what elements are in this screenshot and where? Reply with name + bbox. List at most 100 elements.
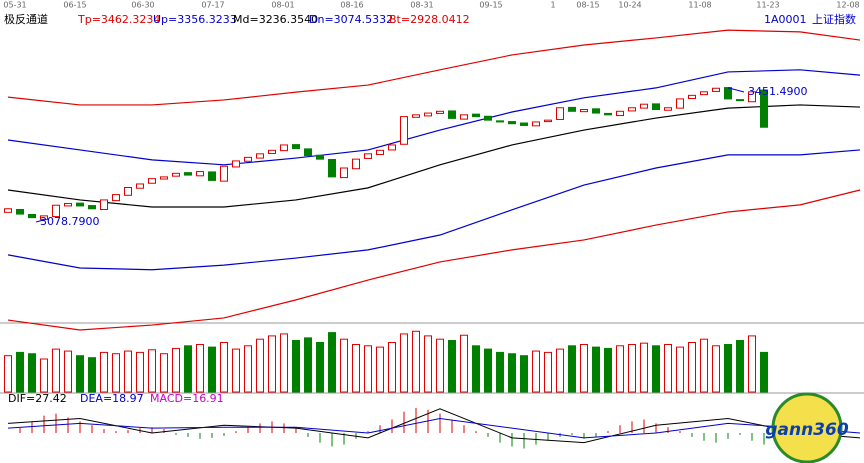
volume-bar xyxy=(556,348,564,393)
volume-bar xyxy=(40,358,48,393)
symbol-name: 上证指数 xyxy=(812,12,856,26)
logo: gann360 xyxy=(765,392,849,463)
chart-title: 极反通道 xyxy=(4,12,48,26)
candle xyxy=(688,94,696,100)
candle xyxy=(244,156,252,162)
legend-entry: Up=3356.3233 xyxy=(153,13,237,26)
candle xyxy=(4,208,12,213)
candle xyxy=(316,154,324,160)
volume-bar xyxy=(724,343,732,393)
x-tick-label: 08-15 xyxy=(576,1,599,10)
candle xyxy=(604,112,612,116)
candle xyxy=(232,160,240,168)
volume-bar xyxy=(664,343,672,393)
candle xyxy=(460,114,468,120)
candle xyxy=(664,107,672,111)
volume-bar xyxy=(292,340,300,393)
volume-bar xyxy=(496,351,504,393)
volume-bar xyxy=(244,345,252,393)
legend-entry: Dn=3074.5332 xyxy=(309,13,393,26)
volume-bar xyxy=(268,335,276,393)
volume-bar xyxy=(364,345,372,393)
candle xyxy=(100,199,108,210)
candle xyxy=(160,176,168,180)
candle xyxy=(736,99,744,102)
x-tick-label: 08-16 xyxy=(340,1,363,10)
volume-bar xyxy=(112,353,120,393)
x-tick-label: 09-15 xyxy=(479,1,502,10)
candle xyxy=(412,114,420,118)
annotation-line xyxy=(727,87,745,93)
candle xyxy=(184,172,192,176)
candle xyxy=(292,144,300,150)
volume-bar xyxy=(172,347,180,393)
volume-bar xyxy=(700,338,708,393)
volume-bar xyxy=(568,345,576,393)
volume-bar xyxy=(316,342,324,393)
volume-bar xyxy=(376,346,384,393)
volume-bar xyxy=(436,338,444,393)
volume-bar xyxy=(736,340,744,393)
legend-entry: MACD=16.91 xyxy=(150,392,224,405)
candle xyxy=(568,106,576,112)
volume-bar xyxy=(532,350,540,393)
candle xyxy=(112,194,120,202)
candle xyxy=(196,171,204,177)
volume-bar xyxy=(28,353,36,393)
annotation: 3451.4900 xyxy=(748,85,808,98)
volume-bar xyxy=(16,351,24,393)
legend-entry: Bt=2928.0412 xyxy=(389,13,470,26)
volume-bar xyxy=(136,351,144,393)
candle xyxy=(256,153,264,159)
volume-bar xyxy=(160,353,168,393)
volume-bar xyxy=(412,330,420,393)
candle xyxy=(268,149,276,154)
volume-bar xyxy=(484,348,492,393)
volume-bar xyxy=(52,348,60,393)
volume-bar xyxy=(256,338,264,393)
candle xyxy=(280,144,288,152)
volume-bar xyxy=(544,351,552,393)
volume-bar xyxy=(676,346,684,393)
volume-bar xyxy=(400,333,408,393)
candle xyxy=(616,110,624,117)
volume-bar xyxy=(220,342,228,393)
band-line xyxy=(7,69,861,166)
candle xyxy=(364,153,372,159)
volume-bar xyxy=(208,346,216,393)
volume-bar xyxy=(184,345,192,393)
x-tick-label: 11-08 xyxy=(688,1,711,10)
volume-bar xyxy=(628,343,636,393)
candle xyxy=(448,110,456,119)
volume-bar xyxy=(424,335,432,393)
candle xyxy=(640,103,648,109)
candle xyxy=(496,120,504,123)
volume-bar xyxy=(232,348,240,393)
volume-bar xyxy=(460,334,468,393)
candle xyxy=(724,87,732,100)
logo-circle xyxy=(771,392,843,463)
candle xyxy=(136,183,144,189)
volume-bar xyxy=(148,349,156,393)
band-line xyxy=(7,104,861,208)
band-line xyxy=(7,189,861,331)
symbol: 1A0001 xyxy=(764,13,807,26)
volume-bar xyxy=(64,350,72,393)
volume-bar xyxy=(196,343,204,393)
macd-line xyxy=(7,408,861,444)
candle xyxy=(712,87,720,92)
candle xyxy=(700,91,708,96)
candle xyxy=(532,121,540,127)
candle xyxy=(220,165,228,182)
volume-bar xyxy=(472,345,480,393)
candle xyxy=(376,149,384,156)
x-tick-label: 07-17 xyxy=(201,1,224,10)
x-tick-label: 06-30 xyxy=(131,1,154,10)
volume-bar xyxy=(592,346,600,393)
volume-bar xyxy=(76,355,84,393)
volume-bar xyxy=(352,343,360,393)
candle xyxy=(352,158,360,170)
candle xyxy=(28,213,36,219)
volume-bar xyxy=(604,347,612,393)
volume-bar xyxy=(520,355,528,393)
